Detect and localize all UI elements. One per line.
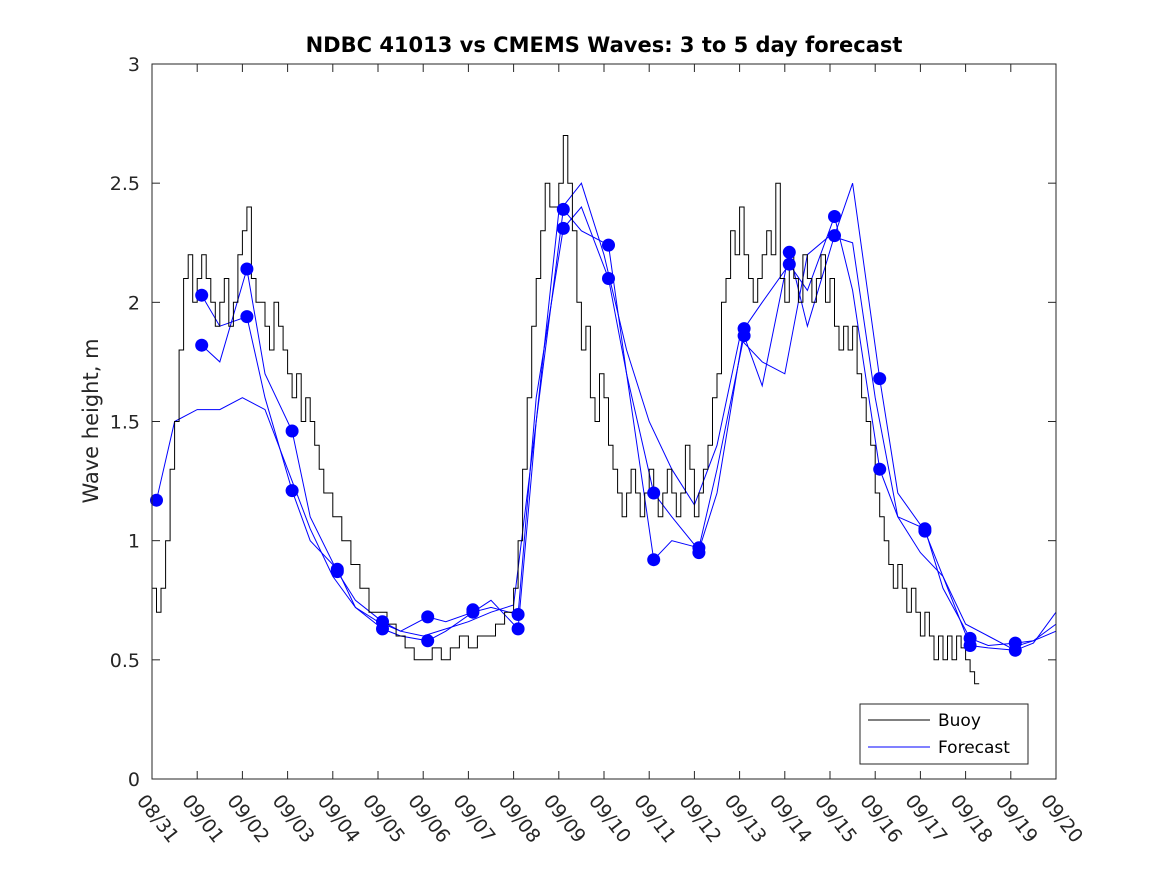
forecast-marker [285,424,299,438]
forecast-marker [782,245,796,259]
forecast-marker [511,622,525,636]
forecast-marker [511,608,525,621]
chart-title: NDBC 41013 vs CMEMS Waves: 3 to 5 day fo… [306,33,903,57]
y-tick-label: 0 [128,769,140,791]
forecast-marker [285,484,299,498]
y-tick-label: 2.5 [110,173,140,195]
forecast-marker [692,546,706,560]
legend-buoy-label: Buoy [938,711,981,731]
forecast-series-line [156,182,1057,649]
legend-forecast-label: Forecast [938,738,1010,758]
forecast-marker [737,329,751,343]
forecast-marker [873,372,887,386]
forecast-marker [602,272,615,285]
forecast-marker [376,622,389,636]
y-axis-ticks: 0 0.5 1 1.5 2 2.5 3 [110,54,1056,791]
forecast-marker [828,210,841,223]
forecast-marker [556,202,570,216]
forecast-marker [647,553,661,567]
forecast-marker [195,288,209,302]
y-tick-label: 1 [128,531,140,553]
forecast-marker [195,338,209,352]
forecast-series-line [201,183,1057,651]
forecast-markers [150,202,1022,657]
forecast-marker [240,262,254,276]
legend-box [859,703,1029,765]
forecast-marker [782,257,796,271]
forecast-marker [330,565,344,579]
forecast-marker [556,221,570,235]
y-tick-label: 3 [128,54,140,76]
y-axis-label: Wave height, m [79,338,103,503]
forecast-marker [421,634,435,648]
plot-area [150,63,1057,780]
y-tick-label: 0.5 [110,650,140,672]
forecast-marker [421,610,435,624]
forecast-marker [828,229,841,243]
buoy-line [152,135,980,685]
forecast-marker [240,310,254,324]
forecast-marker [150,493,163,507]
forecast-marker [1008,643,1022,657]
buoy-line-group [152,135,980,685]
forecast-marker [918,524,932,538]
forecast-marker [466,605,480,619]
y-tick-label: 2 [128,292,140,314]
forecast-marker [602,238,615,252]
forecast-lines [156,182,1057,651]
y-tick-label: 1.5 [110,412,140,434]
legend: Buoy Forecast [859,703,1029,765]
forecast-marker [873,462,887,476]
forecast-marker [647,486,661,500]
forecast-marker [963,639,977,652]
